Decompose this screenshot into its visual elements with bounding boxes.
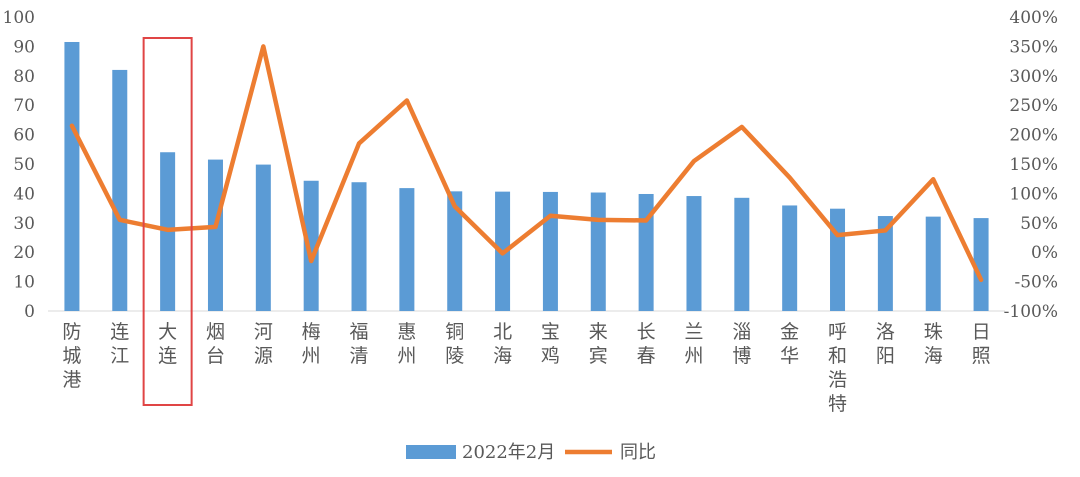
line-series-yoy — [69, 44, 984, 283]
x-category-label: 日照 — [972, 321, 991, 367]
y-right-tick-label: 250% — [1009, 96, 1058, 116]
y-right-tick-label: 300% — [1009, 67, 1058, 87]
y-right-tick-label: 350% — [1009, 37, 1058, 57]
y-left-tick-label: 60 — [13, 126, 35, 146]
bar — [542, 191, 558, 311]
x-category-label: 呼和浩特 — [828, 321, 847, 415]
bar — [830, 208, 846, 311]
x-category-label: 宝鸡 — [541, 321, 560, 367]
y-left-tick-label: 40 — [13, 184, 35, 204]
x-category-label: 惠州 — [397, 321, 416, 367]
y-left-tick-label: 50 — [13, 155, 35, 175]
bar — [207, 159, 223, 311]
bar — [782, 205, 798, 311]
legend-label-line: 同比 — [620, 442, 656, 463]
x-category-label: 烟台 — [206, 321, 225, 367]
y-left-tick-label: 0 — [24, 302, 35, 322]
y-left-tick-label: 100 — [3, 8, 35, 28]
y-left-tick-label: 10 — [13, 273, 35, 293]
bar — [686, 196, 702, 311]
y-left-tick-label: 90 — [13, 37, 35, 57]
y-right-tick-label: 150% — [1009, 155, 1058, 175]
y-left-tick-label: 80 — [13, 67, 35, 87]
y-left-tick-label: 20 — [13, 243, 35, 263]
y-right-tick-label: -100% — [1004, 302, 1058, 322]
bar — [638, 193, 654, 311]
bar — [590, 192, 606, 311]
bar — [447, 191, 463, 311]
bar — [973, 218, 989, 311]
y-right-tick-label: 200% — [1009, 126, 1058, 146]
bar — [734, 197, 750, 311]
x-category-label: 梅州 — [302, 321, 321, 367]
x-category-label: 河源 — [254, 321, 273, 367]
x-category-label: 连江 — [110, 321, 129, 367]
y-right-tick-label: -50% — [1014, 273, 1058, 293]
x-category-label: 福清 — [350, 321, 369, 367]
y-right-tick-label: 100% — [1009, 184, 1058, 204]
bar — [303, 180, 319, 311]
bar — [64, 41, 80, 312]
highlight-box — [142, 37, 193, 406]
x-category-label: 金华 — [780, 321, 799, 367]
x-category-label: 淄博 — [732, 321, 751, 367]
bar — [399, 188, 415, 311]
y-right-tick-label: 0% — [1031, 243, 1058, 263]
x-category-label: 防城港 — [62, 321, 81, 391]
bar — [925, 216, 941, 311]
bar — [877, 216, 893, 311]
bar — [351, 182, 367, 311]
x-category-label: 大连 — [158, 321, 177, 367]
x-category-label: 来宾 — [589, 321, 608, 367]
x-category-label: 洛阳 — [876, 321, 895, 367]
y-left-tick-label: 70 — [13, 96, 35, 116]
y-right-tick-label: 50% — [1020, 214, 1058, 234]
y-right-tick-label: 400% — [1009, 8, 1058, 28]
legend-label-bar: 2022年2月 — [462, 442, 555, 463]
bar — [112, 69, 128, 311]
bar — [255, 164, 271, 311]
x-category-label: 北海 — [493, 321, 512, 367]
x-category-label: 珠海 — [924, 321, 943, 367]
y-left-tick-label: 30 — [13, 214, 35, 234]
x-category-label: 长春 — [637, 321, 656, 367]
x-category-label: 兰州 — [684, 321, 703, 367]
legend-swatch-bar — [406, 445, 456, 459]
x-category-label: 铜陵 — [445, 321, 464, 367]
